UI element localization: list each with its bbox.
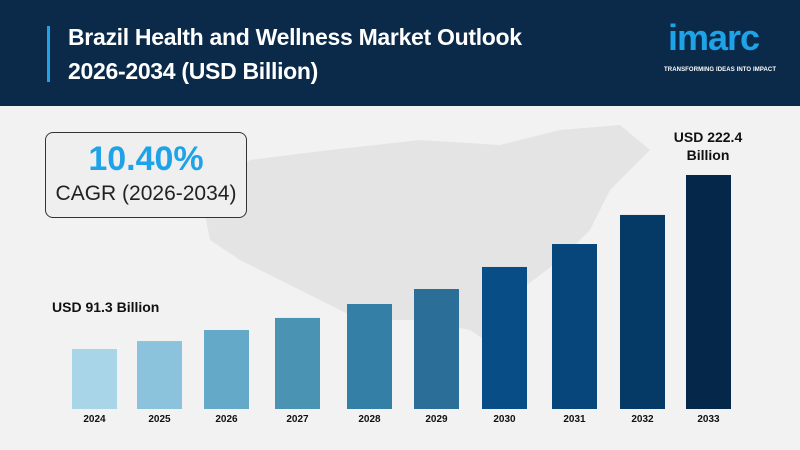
bar-2032	[620, 214, 665, 409]
logo-tagline: TRANSFORMING IDEAS INTO IMPACT	[664, 67, 777, 73]
map-silhouette	[200, 125, 650, 350]
x-tick-label: 2029	[425, 414, 448, 425]
bar-2030	[482, 266, 527, 409]
last-value-label-line1: USD 222.4	[673, 129, 743, 145]
bar-2028	[347, 304, 392, 409]
imarc-logo: imarc	[668, 17, 760, 58]
bar-2029	[414, 289, 459, 409]
bar-2025	[137, 341, 182, 409]
title-line-2: 2026-2034 (USD Billion)	[68, 58, 319, 84]
x-tick-label: 2030	[493, 414, 516, 425]
bar-2026	[204, 330, 249, 409]
x-tick-label: 2025	[148, 414, 171, 425]
last-value-label: USD 222.4 Billion	[668, 128, 748, 164]
first-value-label: USD 91.3 Billion	[52, 299, 160, 315]
page-title: Brazil Health and Wellness Market Outloo…	[68, 20, 648, 88]
x-tick-label: 2028	[358, 414, 381, 425]
bar-2033	[686, 175, 731, 409]
x-tick-label: 2033	[697, 414, 720, 425]
header-banner: Brazil Health and Wellness Market Outloo…	[0, 0, 800, 106]
bar-2027	[275, 317, 320, 409]
cagr-value: 10.40%	[88, 140, 204, 178]
title-line-1: Brazil Health and Wellness Market Outloo…	[68, 24, 522, 50]
x-tick-label: 2032	[631, 414, 654, 425]
last-value-label-line2: Billion	[686, 147, 730, 163]
x-tick-label: 2027	[286, 414, 309, 425]
x-tick-label: 2031	[563, 414, 586, 425]
title-accent-bar	[47, 26, 50, 82]
x-tick-label: 2024	[83, 414, 106, 425]
cagr-label: CAGR (2026-2034)	[55, 182, 237, 205]
bar-2031	[552, 244, 597, 409]
bar-2024	[72, 349, 117, 409]
cagr-box: 10.40% CAGR (2026-2034)	[45, 132, 247, 218]
x-tick-label: 2026	[215, 414, 238, 425]
